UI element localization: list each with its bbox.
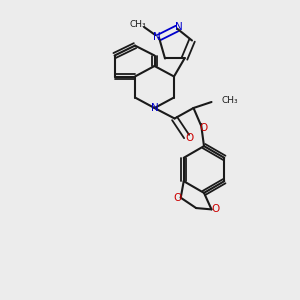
Text: N: N xyxy=(153,32,160,43)
Text: O: O xyxy=(199,123,208,134)
Text: CH₃: CH₃ xyxy=(222,96,238,105)
Text: N: N xyxy=(175,22,182,32)
Text: CH₃: CH₃ xyxy=(129,20,146,29)
Text: N: N xyxy=(151,103,158,113)
Text: O: O xyxy=(173,193,181,203)
Text: O: O xyxy=(211,204,219,214)
Text: O: O xyxy=(185,133,193,143)
